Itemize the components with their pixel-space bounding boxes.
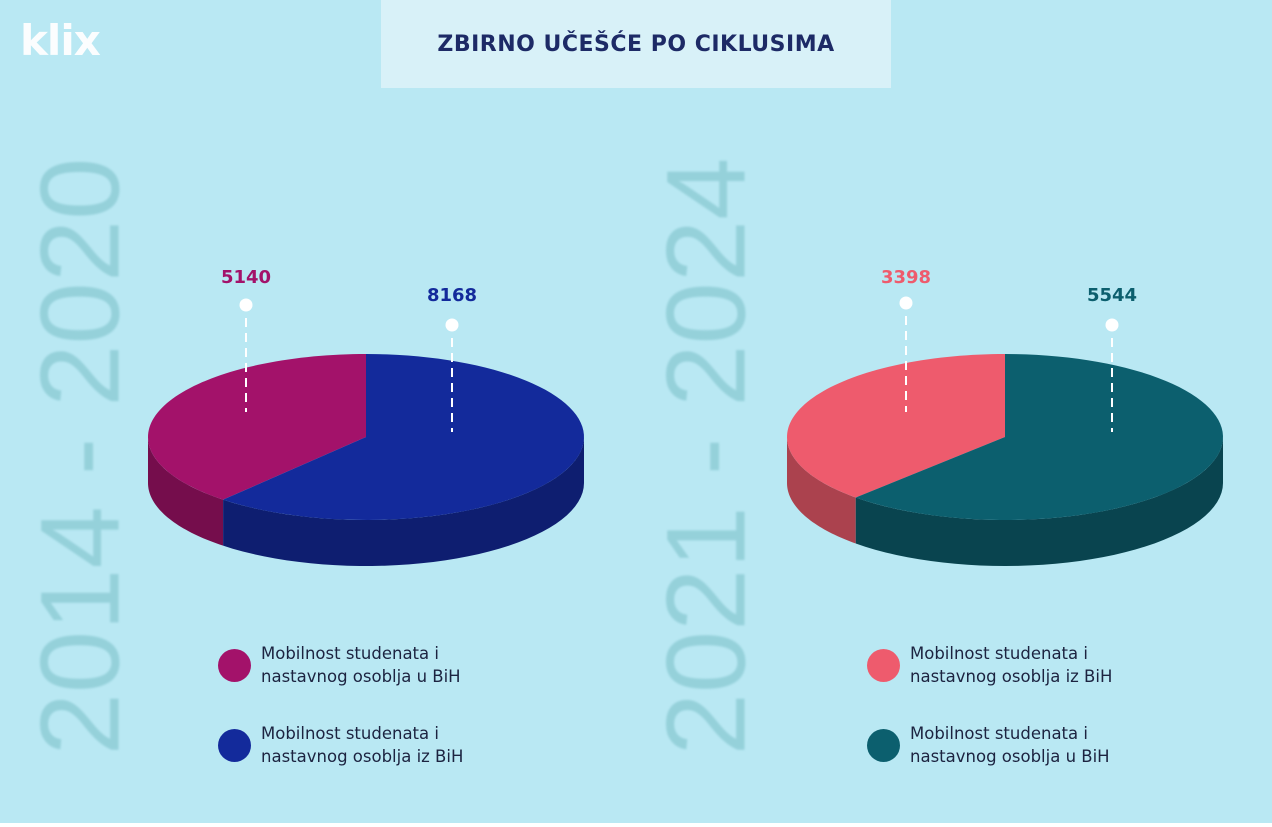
pie-slice xyxy=(855,354,1223,520)
chart-title: ZBIRNO UČEŠĆE PO CIKLUSIMA xyxy=(437,31,835,57)
leader-dot xyxy=(1105,318,1119,332)
legend-label: Mobilnost studenata i nastavnog osoblja … xyxy=(910,724,1110,766)
bottom-border xyxy=(0,823,1272,827)
legend-item-right-2: Mobilnost studenata i nastavnog osoblja … xyxy=(867,722,1160,768)
pie-side-wall xyxy=(855,437,1223,566)
legend-item-left-2: Mobilnost studenata i nastavnog osoblja … xyxy=(218,722,511,768)
leader-dot xyxy=(239,298,253,312)
title-banner: ZBIRNO UČEŠĆE PO CIKLUSIMA xyxy=(381,0,891,88)
data-label: 5544 xyxy=(1087,285,1137,306)
pie-slice xyxy=(787,354,1005,498)
legend-swatch xyxy=(867,648,900,682)
legend-label: Mobilnost studenata i nastavnog osoblja … xyxy=(910,644,1113,686)
pie-side-wall xyxy=(223,437,585,566)
data-label: 8168 xyxy=(427,285,477,306)
pie-slice xyxy=(223,354,584,520)
legend-item-right-1: Mobilnost studenata i nastavnog osoblja … xyxy=(867,642,1160,688)
pie-side-wall xyxy=(787,437,856,544)
leader-dot xyxy=(445,318,459,332)
legend-item-left-1: Mobilnost studenata i nastavnog osoblja … xyxy=(218,642,511,688)
legend-swatch xyxy=(218,728,251,762)
data-label: 5140 xyxy=(221,267,271,288)
pie-side-wall xyxy=(148,437,224,546)
legend-label: Mobilnost studenata i nastavnog osoblja … xyxy=(261,644,461,686)
leader-dot xyxy=(899,296,913,310)
legend-swatch xyxy=(867,728,900,762)
data-label: 3398 xyxy=(881,267,931,288)
pie-slice xyxy=(148,354,366,500)
legend-label: Mobilnost studenata i nastavnog osoblja … xyxy=(261,724,464,766)
klix-logo: klix xyxy=(20,16,101,65)
legend-swatch xyxy=(218,648,251,682)
